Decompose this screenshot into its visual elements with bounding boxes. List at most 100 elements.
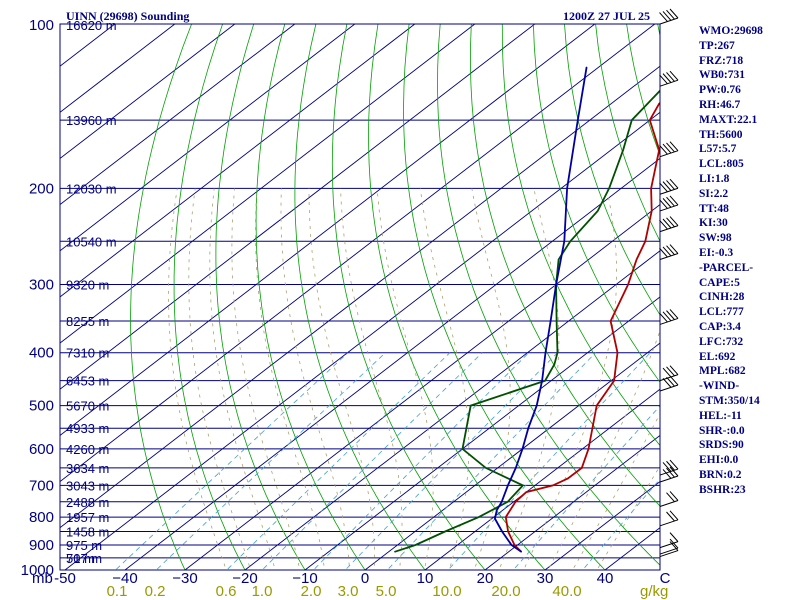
temperature-profile-point xyxy=(505,516,507,518)
wind-barb-staff xyxy=(659,225,679,233)
pressure-tick-label: 800 xyxy=(29,509,54,526)
temperature-tick-label: 40 xyxy=(597,570,614,587)
dewpoint-profile-point xyxy=(553,363,556,365)
dewpoint-profile-point xyxy=(414,544,417,546)
moist-adiabat-line xyxy=(188,188,252,570)
dry-adiabat-line xyxy=(501,24,660,447)
wind-barb-flag xyxy=(669,538,679,549)
temperature-tick-label: −40 xyxy=(112,570,137,587)
dry-adiabat-line xyxy=(130,24,192,570)
plot-frame xyxy=(59,23,661,571)
dry-adiabat-line xyxy=(533,24,660,383)
temperature-profile-point xyxy=(613,380,615,382)
height-label: 9320 m xyxy=(66,278,109,293)
index-item: EHI:0.0 xyxy=(699,454,739,467)
wind-barb xyxy=(659,532,679,549)
temperature-profile-point xyxy=(694,67,695,68)
wind-barb-staff xyxy=(659,468,679,476)
parcel-path-point xyxy=(510,544,513,546)
index-item: WB0:731 xyxy=(699,69,745,82)
pressure-tick-label: 900 xyxy=(29,537,54,554)
dewpoint-profile-point xyxy=(556,352,559,354)
index-item: LI:1.8 xyxy=(699,172,730,185)
temperature-profile-point xyxy=(525,491,527,493)
isotherm-line xyxy=(60,24,596,436)
parcel-path-point xyxy=(496,509,498,511)
sounding-profiles xyxy=(394,66,695,553)
temperature-tick-label: −10 xyxy=(292,570,317,587)
height-label: 70 m xyxy=(66,551,95,566)
height-label: 8255 m xyxy=(66,314,109,329)
wind-barb-staff xyxy=(659,519,679,527)
wind-barb-flag xyxy=(662,469,672,479)
parcel-path-point xyxy=(515,467,517,469)
temperature-profile-point xyxy=(649,119,651,121)
mixing-ratio-line xyxy=(114,352,349,570)
wind-barb-staff xyxy=(659,384,679,392)
dewpoint-profile-point xyxy=(569,240,571,242)
wind-barb xyxy=(659,195,679,212)
height-label: 5670 m xyxy=(66,399,109,414)
wind-barb-staff xyxy=(659,500,679,507)
wind-barb-flag xyxy=(662,462,672,472)
wind-barb-staff xyxy=(659,541,679,549)
index-item: RH:46.7 xyxy=(699,98,741,111)
dry-adiabat-line xyxy=(215,24,306,570)
temperature-profile-point xyxy=(650,187,652,189)
wind-barb-flag xyxy=(659,182,668,193)
parcel-path-point xyxy=(555,283,557,286)
wind-barb-staff xyxy=(659,204,679,212)
parcel-path-point xyxy=(501,501,503,503)
temperature-profile-point xyxy=(567,477,569,480)
dewpoint-profile-point xyxy=(682,67,683,68)
index-item: LCL:805 xyxy=(699,158,744,171)
sounding-title: UINN (29698) Sounding xyxy=(66,9,190,23)
wind-barb-staff xyxy=(659,475,679,483)
wind-barb-flag xyxy=(669,216,679,226)
wind-barb-flag xyxy=(669,365,679,375)
mixing-ratio-tick-label: 0.1 xyxy=(107,583,128,600)
wind-barb xyxy=(659,466,679,483)
parcel-path-point xyxy=(527,427,529,429)
height-label: 975 m xyxy=(66,538,102,553)
parcel-path-point xyxy=(585,66,588,68)
wind-barb-staff xyxy=(659,17,679,25)
isotherm-line xyxy=(484,434,660,570)
wind-barb-flag xyxy=(659,74,668,85)
temperature-profile-point xyxy=(581,467,583,469)
index-item: EL:692 xyxy=(699,350,736,363)
dewpoint-profile-point xyxy=(556,320,558,322)
temperature-profile-point xyxy=(651,210,653,212)
mixing-ratio-line xyxy=(226,352,451,570)
dewpoint-profile-point xyxy=(485,467,487,469)
wind-barb-staff xyxy=(659,150,679,158)
temperature-tick-label: 20 xyxy=(477,570,494,587)
temperature-profile-point xyxy=(636,258,638,261)
index-item: SW:98 xyxy=(699,232,732,245)
moist-adiabat-line xyxy=(340,188,403,570)
pressure-tick-label: 600 xyxy=(29,441,54,458)
temperature-tick-label: C xyxy=(660,570,671,587)
moist-adiabat-line xyxy=(231,188,301,570)
moist-adiabat-line xyxy=(255,188,326,570)
index-item: CAPE:5 xyxy=(699,276,740,289)
height-label: 2488 m xyxy=(66,495,109,510)
wind-barb xyxy=(659,375,679,392)
moist-adiabat-line xyxy=(471,188,511,570)
temperature-profile-point xyxy=(507,530,509,533)
isotherm-line xyxy=(60,24,656,483)
parcel-path-point xyxy=(507,484,509,487)
wind-barb-flag xyxy=(659,199,668,209)
height-label: 7310 m xyxy=(66,346,109,361)
wind-barb xyxy=(659,141,679,158)
wind-barb-flag xyxy=(669,541,679,551)
dewpoint-profile-point xyxy=(470,405,472,407)
temperature-profile-point xyxy=(658,103,660,105)
sounding-time: 1200Z 27 JUL 25 xyxy=(563,9,651,23)
wind-barb-flag xyxy=(659,12,668,22)
index-item: SRDS:90 xyxy=(699,439,744,452)
wind-barb-flag xyxy=(669,309,679,319)
dry-adiabat-line xyxy=(564,24,660,316)
index-item: HEL:-11 xyxy=(699,409,742,422)
